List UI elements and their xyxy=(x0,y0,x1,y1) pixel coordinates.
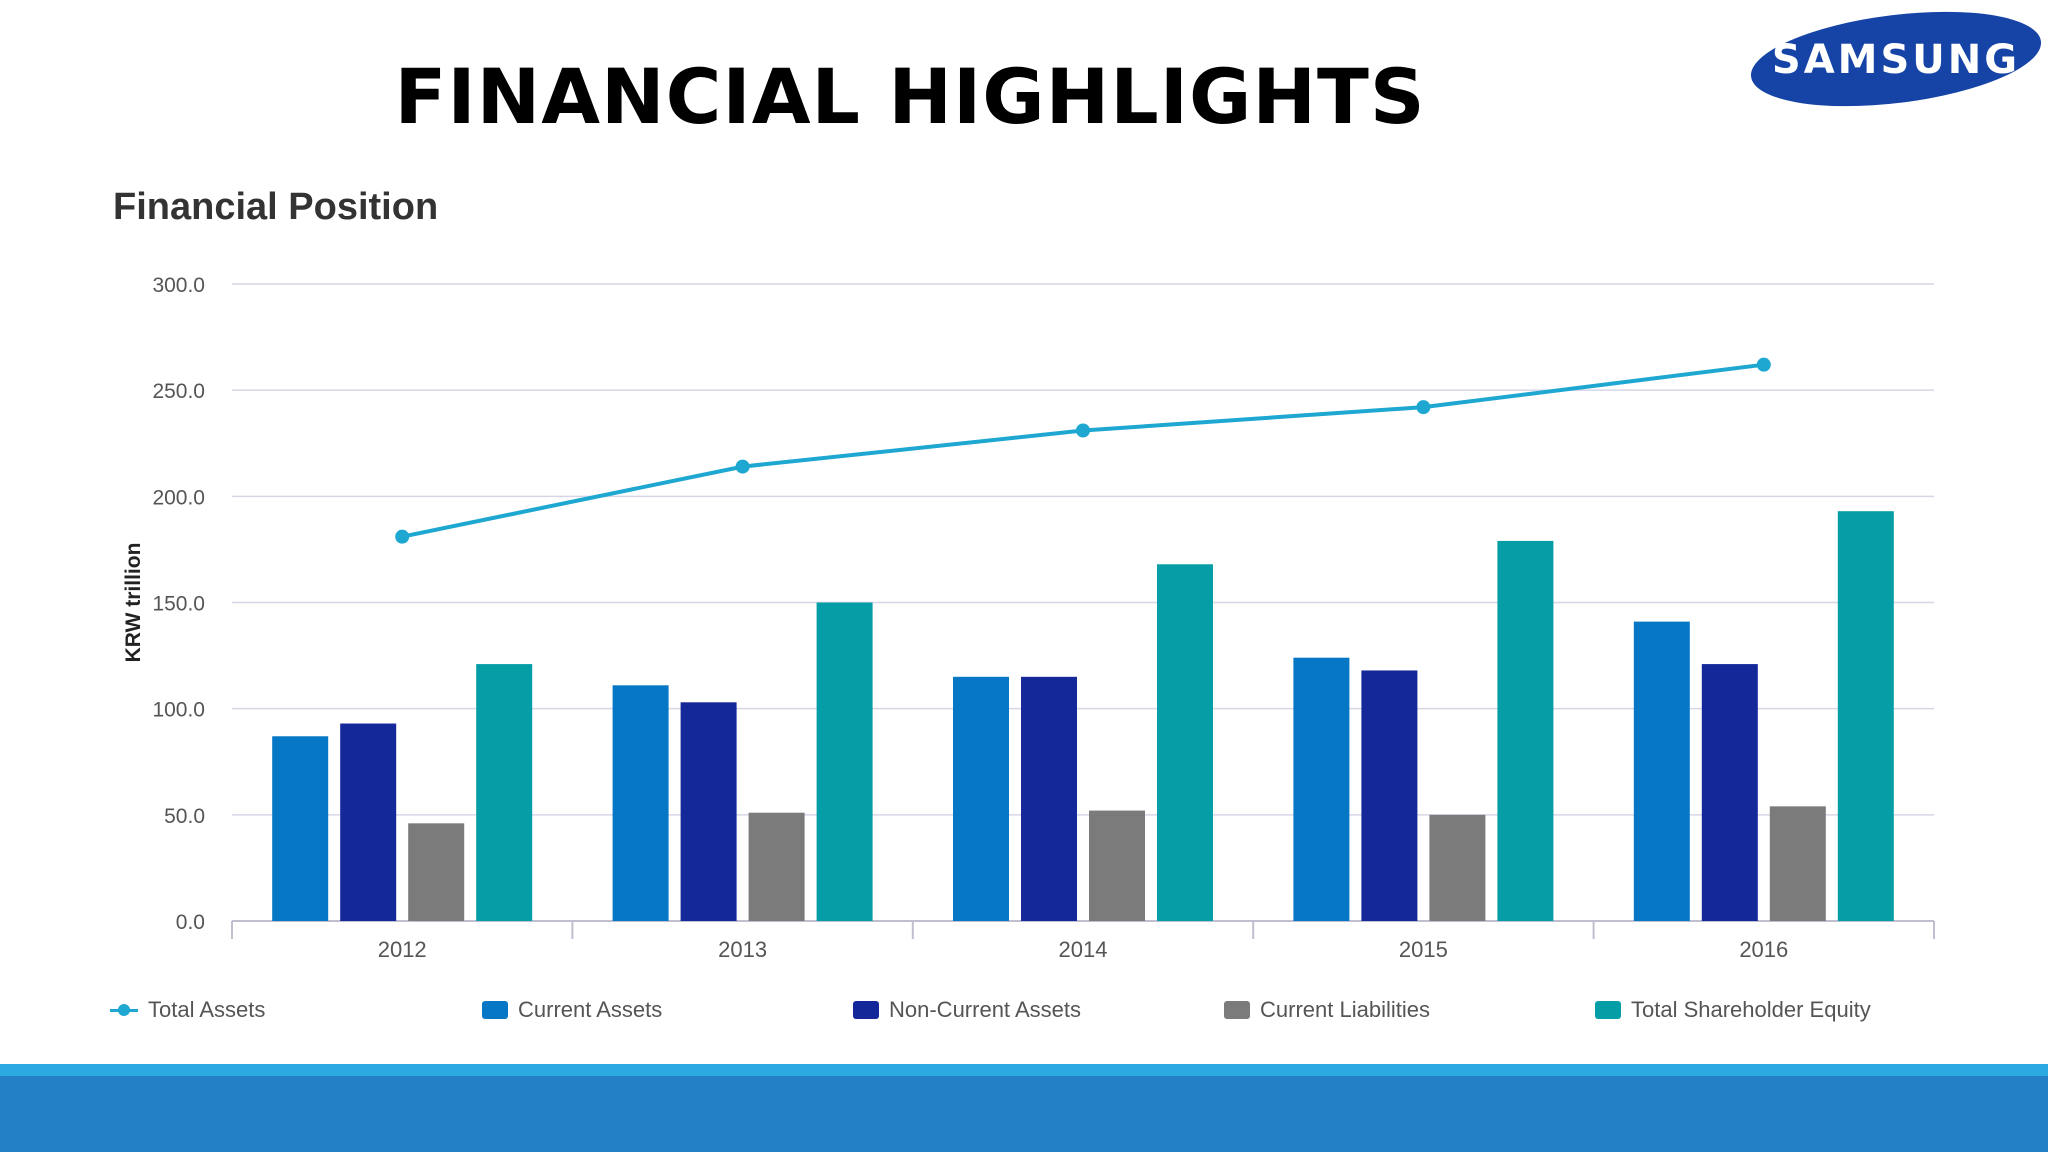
x-tick-label: 2013 xyxy=(718,937,767,962)
bar-current-assets-2013 xyxy=(612,685,669,921)
legend-swatch-total-assets xyxy=(110,1001,138,1019)
y-tick-label: 250.0 xyxy=(152,380,205,403)
legend-swatch-current-liabilities xyxy=(1224,1001,1250,1019)
samsung-logo-ellipse xyxy=(1750,11,2042,107)
x-tick-label: 2016 xyxy=(1739,937,1788,962)
footer-accent-stripe xyxy=(0,1064,2048,1076)
legend-item-current-liabilities: Current Liabilities xyxy=(1224,990,1430,1030)
samsung-logo: SAMSUNG xyxy=(1750,11,2042,107)
point-total-assets-2013 xyxy=(735,459,750,474)
bar-current-assets-2015 xyxy=(1293,657,1350,921)
bar-current-liabilities-2013 xyxy=(748,812,805,921)
bar-total-shareholder-equity-2016 xyxy=(1837,511,1894,921)
slide-title: FINANCIAL HIGHLIGHTS xyxy=(394,52,1426,141)
y-tick-label: 200.0 xyxy=(152,486,205,509)
financial-position-chart: 0.0 50.0 100.0 150.0 200.0 250.0 300.0 KRW tril… xyxy=(122,274,1935,962)
bar-total-shareholder-equity-2014 xyxy=(1157,564,1213,921)
chart-legend: Total Assets Current Assets Non-Current … xyxy=(110,990,1990,1030)
bar-current-assets-2014 xyxy=(953,676,1009,921)
legend-label: Total Assets xyxy=(148,997,266,1022)
bar-total-shareholder-equity-2013 xyxy=(816,602,873,921)
y-tick-label: 0.0 xyxy=(176,911,205,934)
legend-swatch-current-assets xyxy=(482,1001,508,1019)
point-total-assets-2012 xyxy=(395,529,410,544)
x-tick-label: 2012 xyxy=(378,937,427,962)
y-axis-label: KRW trillion xyxy=(122,543,145,663)
legend-label: Current Assets xyxy=(518,997,663,1022)
bar-non-current-assets-2014 xyxy=(1021,676,1077,921)
samsung-logo-text: SAMSUNG xyxy=(1772,37,2020,83)
bar-current-liabilities-2014 xyxy=(1089,810,1145,921)
bar-total-shareholder-equity-2015 xyxy=(1497,540,1554,921)
legend-label: Non-Current Assets xyxy=(889,997,1081,1022)
legend-item-total-assets: Total Assets xyxy=(110,990,265,1030)
legend-item-current-assets: Current Assets xyxy=(482,990,662,1030)
bar-current-liabilities-2016 xyxy=(1769,806,1826,921)
y-tick-label: 300.0 xyxy=(152,274,205,297)
legend-label: Current Liabilities xyxy=(1260,997,1430,1022)
point-total-assets-2015 xyxy=(1416,400,1431,415)
bar-current-assets-2016 xyxy=(1633,621,1690,921)
y-tick-label: 50.0 xyxy=(164,805,205,828)
bar-current-assets-2012 xyxy=(272,736,329,921)
chart-title: Financial Position xyxy=(113,186,439,228)
bar-total-shareholder-equity-2012 xyxy=(476,664,533,921)
legend-swatch-non-current-assets xyxy=(853,1001,879,1019)
bar-non-current-assets-2015 xyxy=(1361,670,1418,921)
bar-current-liabilities-2015 xyxy=(1429,814,1486,921)
bar-current-liabilities-2012 xyxy=(408,823,465,921)
bar-non-current-assets-2016 xyxy=(1701,664,1758,921)
y-tick-label: 150.0 xyxy=(152,593,205,616)
legend-swatch-total-shareholder-equity xyxy=(1595,1001,1621,1019)
point-total-assets-2014 xyxy=(1076,423,1090,438)
legend-item-total-shareholder-equity: Total Shareholder Equity xyxy=(1595,990,1871,1030)
bar-non-current-assets-2013 xyxy=(680,702,737,921)
legend-item-non-current-assets: Non-Current Assets xyxy=(853,990,1081,1030)
y-tick-label: 100.0 xyxy=(152,699,205,722)
x-tick-label: 2014 xyxy=(1059,937,1108,962)
footer-bar xyxy=(0,1076,2048,1152)
legend-label: Total Shareholder Equity xyxy=(1631,997,1871,1022)
point-total-assets-2016 xyxy=(1756,357,1771,372)
bar-non-current-assets-2012 xyxy=(340,723,397,921)
x-tick-label: 2015 xyxy=(1399,937,1448,962)
